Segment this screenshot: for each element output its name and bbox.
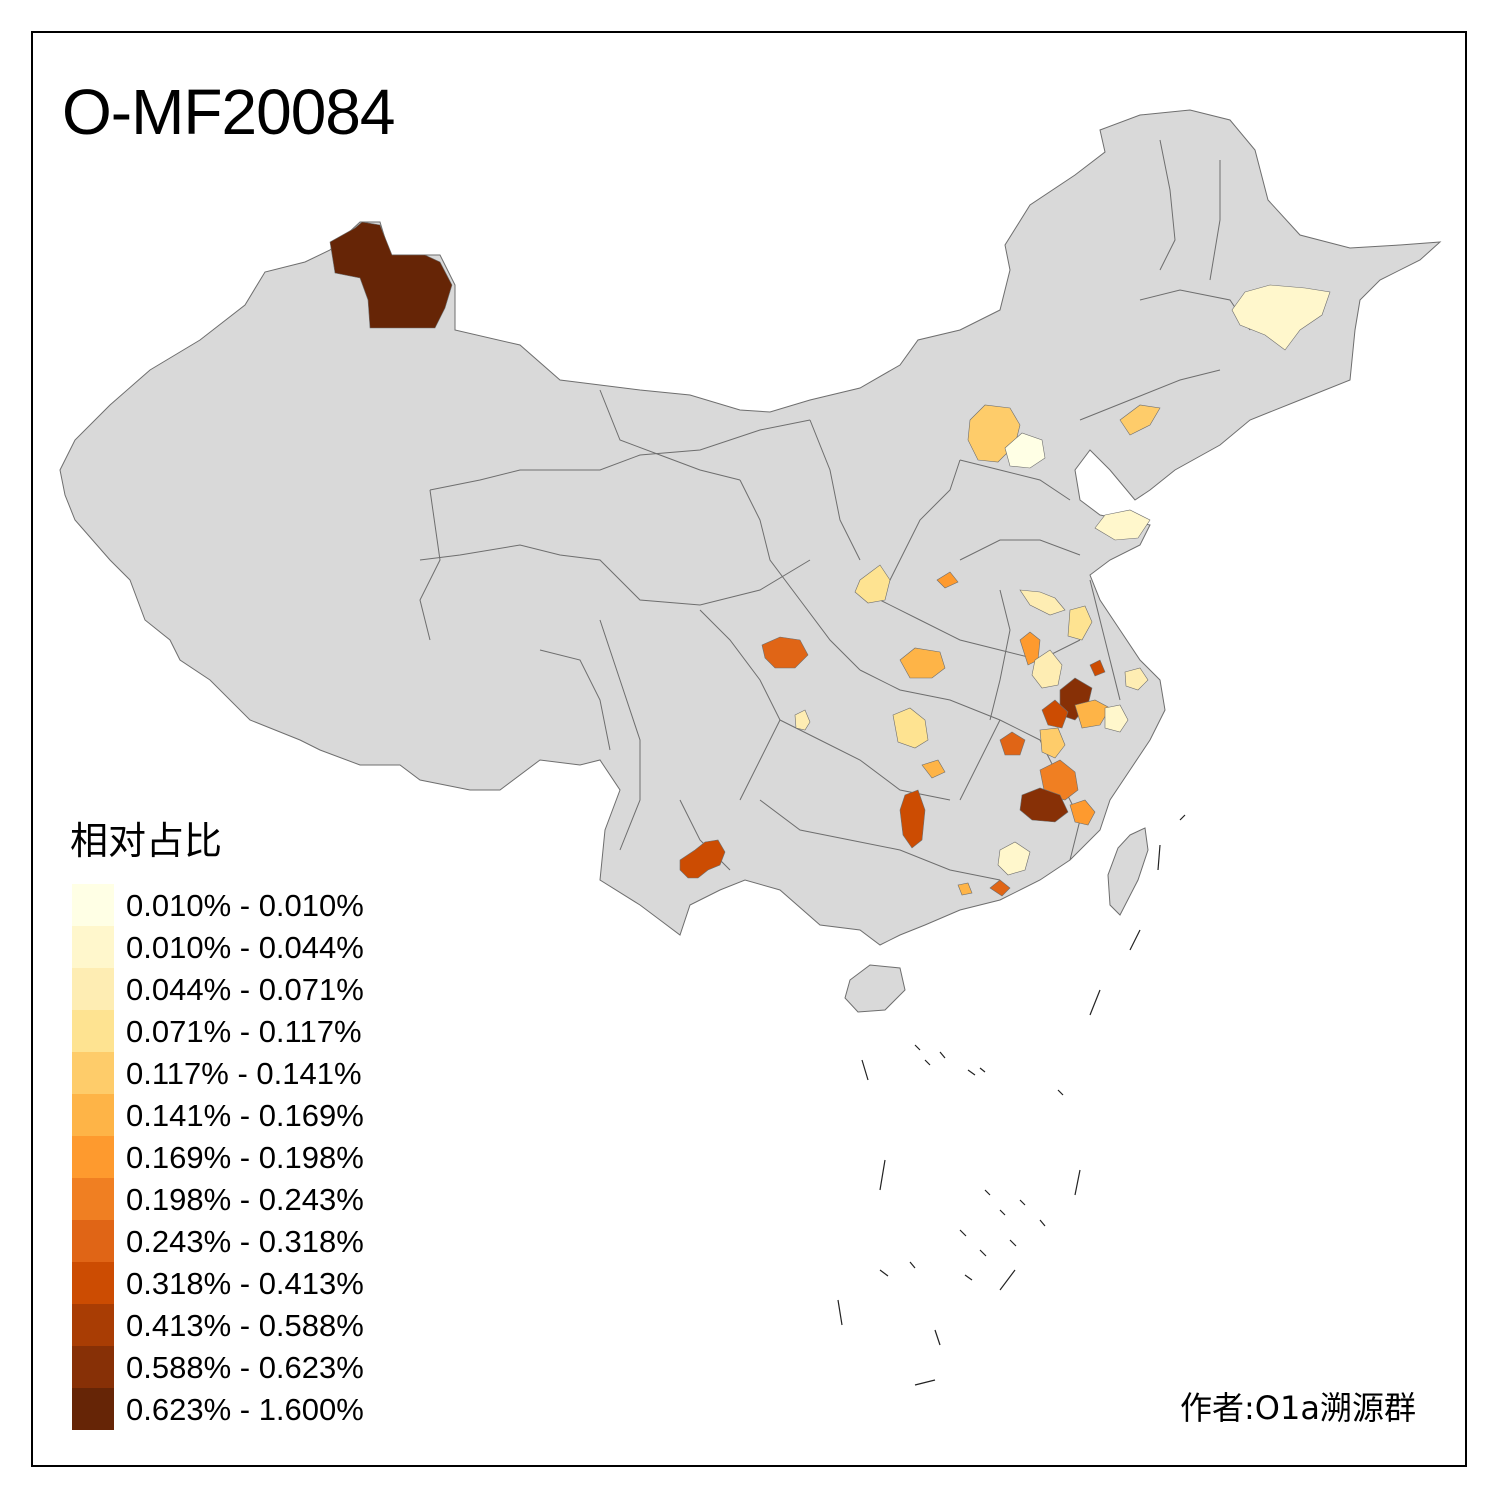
hainan-island xyxy=(844,964,906,1013)
legend-swatch xyxy=(72,1304,114,1346)
data-regions xyxy=(329,221,1331,897)
region-sichuan-south xyxy=(794,709,811,731)
legend-item: 0.010% - 0.010% xyxy=(72,884,412,926)
author-credit: 作者:O1a溯源群 xyxy=(1180,1389,1416,1427)
legend-swatch xyxy=(72,1010,114,1052)
legend-label: 0.010% - 0.010% xyxy=(126,888,364,923)
legend-swatch xyxy=(72,1136,114,1178)
region-sichuan-chengdu xyxy=(761,636,809,669)
legend-label: 0.044% - 0.071% xyxy=(126,972,364,1007)
legend-label: 0.198% - 0.243% xyxy=(126,1182,364,1217)
legend-swatch xyxy=(72,1178,114,1220)
legend-item: 0.010% - 0.044% xyxy=(72,926,412,968)
legend-label: 0.071% - 0.117% xyxy=(126,1014,362,1049)
legend-swatch xyxy=(72,968,114,1010)
legend-label: 0.318% - 0.413% xyxy=(126,1266,364,1301)
region-guangdong-north xyxy=(997,841,1031,876)
legend-item: 0.198% - 0.243% xyxy=(72,1178,412,1220)
region-henan-small xyxy=(936,571,959,589)
legend-label: 0.010% - 0.044% xyxy=(126,930,364,965)
region-jiangsu-mid xyxy=(1067,605,1093,641)
region-jiangsu-south-a xyxy=(1089,659,1106,677)
legend-item: 0.044% - 0.071% xyxy=(72,968,412,1010)
legend-item: 0.141% - 0.169% xyxy=(72,1094,412,1136)
region-hunan-small xyxy=(921,759,946,779)
region-zhejiang-east xyxy=(1104,704,1129,733)
region-guizhou-east xyxy=(899,789,926,849)
legend-swatch xyxy=(72,1220,114,1262)
legend-swatch xyxy=(72,1388,114,1430)
region-hubei xyxy=(899,647,946,679)
region-fujian-central xyxy=(1019,787,1069,823)
region-anhui-west xyxy=(1019,631,1041,666)
legend-label: 0.141% - 0.169% xyxy=(126,1098,364,1133)
legend-item: 0.413% - 0.588% xyxy=(72,1304,412,1346)
region-chongqing xyxy=(892,707,929,749)
legend-swatch xyxy=(72,926,114,968)
legend-label: 0.413% - 0.588% xyxy=(126,1308,364,1343)
legend-label: 0.243% - 0.318% xyxy=(126,1224,364,1259)
region-shanghai xyxy=(1124,667,1149,691)
region-guangdong-coast xyxy=(989,879,1011,897)
region-shandong-east xyxy=(1094,509,1151,541)
region-shanxi xyxy=(854,564,891,604)
taiwan-island xyxy=(1107,827,1149,916)
region-jiangxi-mid xyxy=(1039,727,1066,759)
legend-swatch xyxy=(72,1094,114,1136)
legend-swatch xyxy=(72,884,114,926)
map-title: O-MF20084 xyxy=(62,76,395,148)
region-xinjiang-north xyxy=(329,221,453,329)
legend-item: 0.117% - 0.141% xyxy=(72,1052,412,1094)
legend-swatch xyxy=(72,1346,114,1388)
legend-item: 0.169% - 0.198% xyxy=(72,1136,412,1178)
legend-item: 0.623% - 1.600% xyxy=(72,1388,412,1430)
region-fujian-coast xyxy=(1069,799,1096,826)
region-anhui-east xyxy=(1041,699,1069,729)
legend-swatch xyxy=(72,1262,114,1304)
south-china-sea-islands xyxy=(837,814,1186,1386)
region-jiangsu-north xyxy=(1019,589,1066,616)
legend-swatch xyxy=(72,1052,114,1094)
legend-label: 0.588% - 0.623% xyxy=(126,1350,364,1385)
legend-item: 0.318% - 0.413% xyxy=(72,1262,412,1304)
legend-title: 相对占比 xyxy=(70,819,223,863)
region-anhui-mid xyxy=(1031,649,1063,689)
legend-label: 0.117% - 0.141% xyxy=(126,1056,362,1091)
china-mainland xyxy=(59,109,1442,946)
region-yunnan xyxy=(679,839,726,879)
legend: 0.010% - 0.010% 0.010% - 0.044% 0.044% -… xyxy=(72,884,412,1430)
region-heilongjiang xyxy=(1231,284,1331,351)
region-liaoning xyxy=(1119,404,1161,436)
legend-item: 0.071% - 0.117% xyxy=(72,1010,412,1052)
region-beijing xyxy=(1004,432,1046,469)
legend-label: 0.169% - 0.198% xyxy=(126,1140,364,1175)
region-jiangxi-north xyxy=(999,731,1026,756)
legend-item: 0.588% - 0.623% xyxy=(72,1346,412,1388)
legend-item: 0.243% - 0.318% xyxy=(72,1220,412,1262)
region-guangdong-west xyxy=(957,882,973,896)
legend-label: 0.623% - 1.600% xyxy=(126,1392,364,1427)
